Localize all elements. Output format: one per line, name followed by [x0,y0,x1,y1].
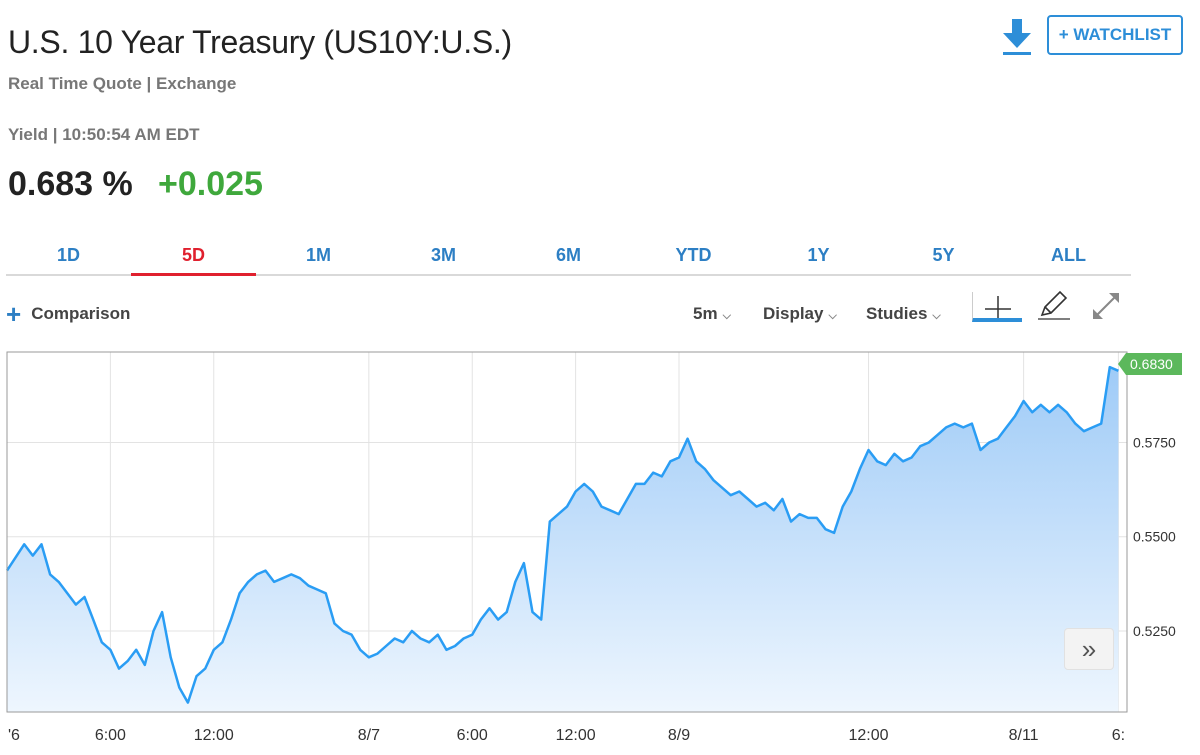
scroll-to-latest-button[interactable]: » [1064,628,1114,670]
yield-line [5,365,1119,704]
tab-1y[interactable]: 1Y [807,245,830,265]
interval-dropdown[interactable]: 5m ⌵ [693,304,731,324]
studies-dropdown[interactable]: Studies ⌵ [866,304,941,324]
draw-tool-button[interactable] [1036,290,1072,322]
x-tick-label: 6: [1112,727,1125,744]
yield-chart[interactable]: 0.5250 0.5500 0.5750 '6 6:00 12:00 8/7 6:00 12:… [0,350,1200,755]
double-chevron-right-icon: » [1081,633,1097,664]
last-price-tag: 0.6830 [1118,353,1182,375]
tab-1d[interactable]: 1D [56,245,80,265]
x-tick-label: 8/9 [668,727,690,744]
y-axis: 0.5250 0.5500 0.5750 [1133,434,1176,638]
download-icon [1003,19,1031,55]
crosshair-icon [985,296,1011,318]
comparison-label: Comparison [31,304,131,323]
tab-3m[interactable]: 3M [430,245,456,265]
chevron-down-icon: ⌵ [932,310,941,322]
tab-all[interactable]: ALL [1051,245,1086,265]
chevron-down-icon: ⌵ [828,310,837,322]
tab-5d[interactable]: 5D [131,236,256,276]
chart-toolbar: + Comparison 5m ⌵ Display ⌵ Studies ⌵ [0,290,1200,340]
yield-area [7,367,1119,712]
crosshair-tool-button[interactable] [972,292,1022,322]
fullscreen-button[interactable] [1090,290,1122,322]
expand-icon [1093,293,1119,319]
last-price-label: 0.6830 [1130,356,1173,372]
tab-ytd[interactable]: YTD [675,245,712,265]
display-label: Display [763,304,824,323]
x-tick-label: 6:00 [457,727,488,744]
x-tick-label: 12:00 [556,727,596,744]
x-tick-label: 8/7 [358,727,380,744]
x-tick-label: 8/11 [1009,727,1039,744]
x-tick-label: 12:00 [194,727,234,744]
comparison-button[interactable]: + Comparison [6,299,131,329]
tab-1m[interactable]: 1M [305,245,331,265]
y-tick-label: 0.5750 [1133,434,1176,450]
display-dropdown[interactable]: Display ⌵ [763,304,837,324]
quote-source: Real Time Quote | Exchange [8,74,237,93]
interval-label: 5m [693,304,718,323]
tab-5y[interactable]: 5Y [932,245,955,265]
yield-change: +0.025 [158,165,263,203]
tab-6m[interactable]: 6M [555,245,581,265]
x-tick-label: '6 [8,727,20,744]
studies-label: Studies [866,304,928,323]
watchlist-button[interactable]: + WATCHLIST [1047,15,1183,55]
pencil-icon [1038,290,1070,320]
plus-icon: + [6,299,22,329]
y-tick-label: 0.5500 [1133,529,1176,545]
x-tick-label: 6:00 [95,727,126,744]
yield-timestamp: Yield | 10:50:54 AM EDT [8,125,200,144]
current-yield: 0.683 % [8,165,133,203]
chevron-down-icon: ⌵ [722,310,731,322]
y-tick-label: 0.5250 [1133,623,1176,639]
download-button[interactable] [1000,16,1034,58]
x-axis: '6 6:00 12:00 8/7 6:00 12:00 8/9 12:00 8/11 6: [8,727,1125,744]
x-tick-label: 12:00 [849,727,889,744]
page-title: U.S. 10 Year Treasury (US10Y:U.S.) [8,24,512,60]
chart-frame [6,351,1128,713]
time-range-tabs: 1D 5D 1M 3M 6M YTD 1Y 5Y ALL [6,236,1131,276]
